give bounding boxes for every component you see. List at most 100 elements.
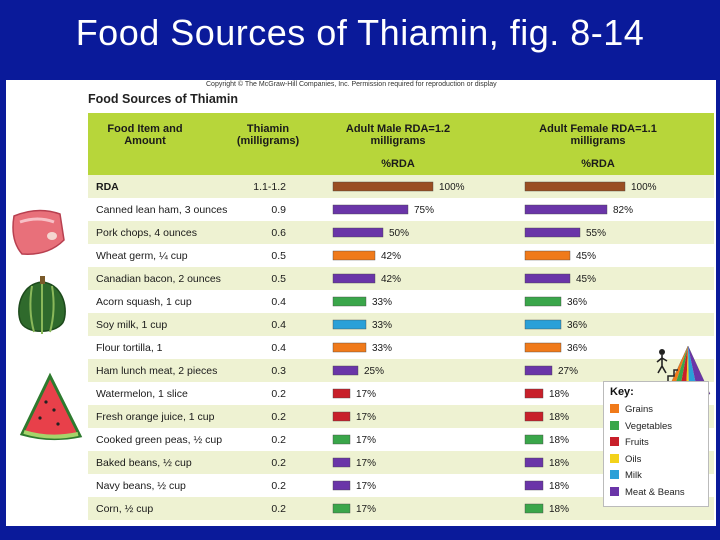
legend-title: Key: (610, 386, 634, 398)
male-pct-label: 42% (381, 274, 401, 285)
table-row (88, 382, 714, 405)
female-pct-label: 18% (549, 435, 569, 446)
male-pct-label: 17% (356, 458, 376, 469)
row-food-label: Soy milk, 1 cup (96, 319, 167, 331)
male-pct-label: 25% (364, 366, 384, 377)
row-food-label: Pork chops, 4 ounces (96, 227, 197, 239)
table-header: Food Item and Amount Thiamin (milligrams… (88, 113, 714, 175)
legend-key: Key: Grains Vegetables Fruits Oils Milk Meat … (603, 381, 709, 507)
row-food-label: Corn, ½ cup (96, 503, 153, 515)
male-pct-label: 17% (356, 481, 376, 492)
table-row (88, 451, 714, 474)
male-bar (332, 273, 376, 284)
male-pct-label: 17% (356, 389, 376, 400)
male-pct-label: 100% (439, 182, 465, 193)
row-food-label: Fresh orange juice, 1 cup (96, 411, 215, 423)
legend-swatch (610, 470, 619, 479)
legend-swatch (610, 420, 619, 430)
male-bar (332, 411, 351, 422)
female-pct-label: 36% (567, 297, 587, 308)
male-pct-label: 33% (372, 320, 392, 331)
legend-label: Vegetables (625, 420, 673, 432)
row-thiamin-value: 0.5 (271, 250, 286, 262)
female-bar (524, 204, 608, 215)
header-adult-male: Adult Male RDA=1.2 milligrams (345, 123, 451, 147)
figure-panel: Copyright © The McGraw-Hill Companies, I… (6, 80, 716, 526)
row-food-label: RDA (96, 181, 119, 193)
table-row (88, 221, 714, 244)
header-female-pct: %RDA (581, 158, 615, 170)
female-bar (524, 434, 544, 445)
row-thiamin-value: 0.2 (271, 480, 286, 492)
legend-label: Meat & Beans (625, 486, 685, 498)
legend-item-grains: Grains (610, 404, 653, 415)
header-food-item: Food Item and Amount (107, 123, 183, 147)
table-row (88, 267, 714, 290)
slide-title: Food Sources of Thiamin, fig. 8-14 (75, 12, 645, 53)
row-thiamin-value: 1.1-1.2 (253, 181, 286, 193)
male-pct-label: 33% (372, 343, 392, 354)
female-bar (524, 273, 571, 284)
row-food-label: Ham lunch meat, 2 pieces (96, 365, 217, 377)
row-food-label: Baked beans, ½ cup (96, 457, 192, 469)
female-pct-label: 27% (558, 366, 578, 377)
row-thiamin-value: 0.2 (271, 411, 286, 423)
legend-label: Fruits (625, 437, 649, 448)
male-pct-label: 17% (356, 504, 376, 515)
female-bar (524, 250, 571, 261)
female-bar (524, 227, 581, 238)
male-bar (332, 250, 376, 261)
male-bar (332, 503, 351, 514)
female-pct-label: 55% (586, 228, 606, 239)
female-bar (524, 365, 553, 376)
female-bar (524, 388, 544, 399)
female-pct-label: 82% (613, 205, 633, 216)
female-bar (524, 457, 544, 468)
female-pct-label: 45% (576, 274, 596, 285)
table-row (88, 290, 714, 313)
row-food-label: Canadian bacon, 2 ounces (96, 273, 221, 285)
male-bar (332, 181, 434, 192)
row-thiamin-value: 0.2 (271, 434, 286, 446)
table-row (88, 313, 714, 336)
male-bar (332, 342, 367, 353)
row-food-label: Canned lean ham, 3 ounces (96, 204, 227, 216)
thiamin-table: Food Item and Amount Thiamin (milligrams… (88, 113, 714, 523)
row-food-label: Acorn squash, 1 cup (96, 296, 192, 308)
female-bar (524, 480, 544, 491)
female-pct-label: 18% (549, 458, 569, 469)
table-row (88, 244, 714, 267)
legend-item-oils: Oils (610, 453, 641, 465)
row-thiamin-value: 0.4 (271, 319, 286, 331)
legend-item-milk: Milk (610, 470, 642, 481)
female-bar (524, 181, 626, 192)
watermelon-illustration (19, 372, 83, 441)
header-thiamin: Thiamin (milligrams) (236, 123, 300, 147)
ham-illustration (12, 209, 65, 255)
female-pct-label: 36% (567, 320, 587, 331)
female-bar (524, 342, 562, 353)
female-pct-label: 18% (549, 412, 569, 423)
legend-swatch (610, 486, 619, 496)
row-thiamin-value: 0.4 (271, 342, 286, 354)
table-title: Food Sources of Thiamin (88, 92, 239, 106)
male-pct-label: 17% (356, 412, 376, 423)
legend-item-vegetables: Vegetables (610, 420, 673, 432)
acorn-squash-illustration (18, 276, 66, 334)
legend-swatch (610, 404, 619, 413)
male-pct-label: 75% (414, 205, 434, 216)
female-pct-label: 100% (631, 182, 657, 193)
row-thiamin-value: 0.9 (271, 204, 286, 216)
copyright-notice: Copyright © The McGraw-Hill Companies, I… (206, 81, 497, 88)
row-food-label: Wheat germ, ¼ cup (96, 250, 188, 262)
table-row (88, 474, 714, 497)
legend-swatch (610, 453, 619, 463)
male-bar (332, 365, 359, 376)
male-bar (332, 204, 409, 215)
male-bar (332, 388, 351, 399)
row-thiamin-value: 0.3 (271, 365, 286, 377)
legend-label: Milk (625, 470, 642, 481)
male-bar (332, 480, 351, 491)
row-thiamin-value: 0.6 (271, 227, 286, 239)
legend-item-meat-beans: Meat & Beans (610, 486, 685, 498)
